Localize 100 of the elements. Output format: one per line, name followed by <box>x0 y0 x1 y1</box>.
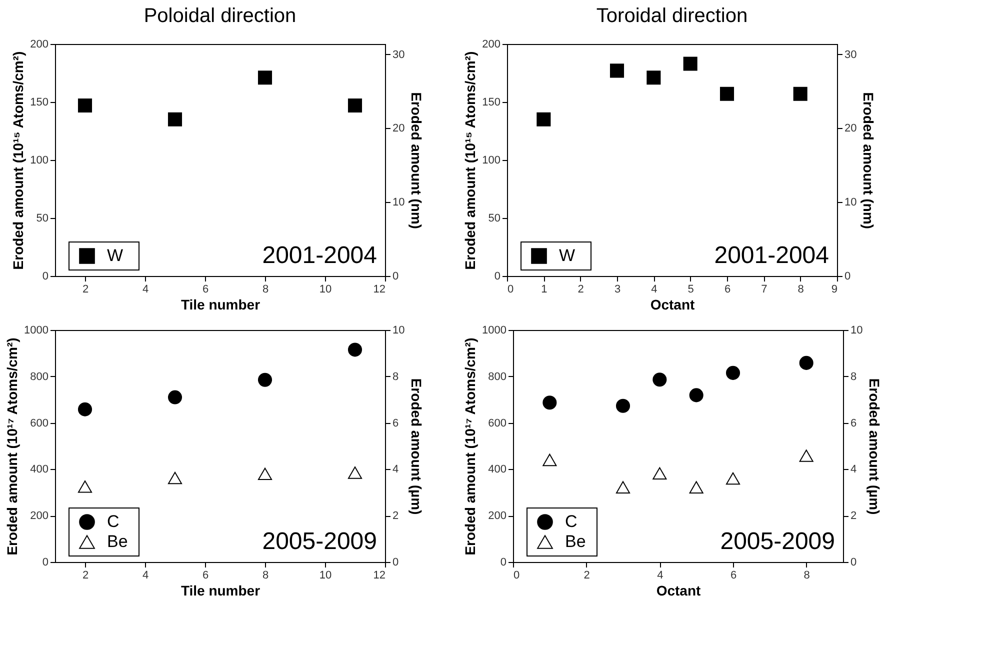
point <box>348 342 362 357</box>
x-tick-label: 1 <box>541 284 548 296</box>
point <box>542 454 557 466</box>
y2-tick-label: 10 <box>392 196 405 209</box>
x-tick-label: 4 <box>657 570 664 582</box>
y-tick-label: 0 <box>500 556 506 568</box>
x-tick-label: 7 <box>761 284 768 296</box>
legend-label: C <box>107 512 120 531</box>
x-tick-label: 4 <box>142 570 149 582</box>
y2-tick-label: 10 <box>392 324 405 336</box>
x-tick-label: 8 <box>262 284 269 296</box>
y2-tick-label: 0 <box>850 556 857 568</box>
y-axis-title: Eroded amount (10¹⁷ Atoms/cm²) <box>462 338 478 556</box>
chart-title: Poloidal direction <box>144 5 296 27</box>
x-tick-label: 12 <box>373 284 386 296</box>
annotation: 2001-2004 <box>714 242 829 269</box>
y2-tick-label: 6 <box>850 417 857 430</box>
y-tick-label: 200 <box>482 38 500 50</box>
point <box>652 372 667 387</box>
point <box>542 396 557 410</box>
y-tick-label: 800 <box>30 370 48 383</box>
y-tick-label: 0 <box>42 556 48 568</box>
legend-label: W <box>559 246 576 265</box>
x-tick-label: 8 <box>262 570 269 582</box>
y2-tick-label: 8 <box>850 370 857 383</box>
point <box>726 366 740 380</box>
y2-tick-label: 2 <box>850 510 857 522</box>
y2-tick-label: 0 <box>844 270 851 282</box>
x-tick-label: 4 <box>142 284 149 296</box>
x-tick-label: 6 <box>730 570 737 582</box>
point <box>689 388 704 402</box>
y-tick-label: 200 <box>30 510 48 522</box>
x-axis-title: Octant <box>650 296 696 312</box>
x-tick-label: 10 <box>319 570 332 582</box>
y2-tick-label: 20 <box>844 122 857 135</box>
y-tick-label: 150 <box>482 96 500 108</box>
point <box>646 70 661 85</box>
x-tick-label: 2 <box>82 570 89 582</box>
x-tick-label: 12 <box>373 570 386 582</box>
point <box>258 70 272 85</box>
point <box>683 56 698 71</box>
point <box>258 468 272 480</box>
y2-axis-title: Eroded amount (nm) <box>408 92 425 229</box>
y-tick-label: 100 <box>482 154 500 166</box>
legend-label: Be <box>107 532 128 551</box>
point <box>652 467 667 480</box>
y2-tick-label: 6 <box>392 417 399 430</box>
y2-tick-label: 4 <box>392 464 399 476</box>
point <box>168 112 182 126</box>
y2-tick-label: 0 <box>392 270 399 282</box>
point <box>610 64 624 78</box>
y-tick-label: 0 <box>42 270 48 282</box>
x-tick-label: 0 <box>508 284 514 296</box>
point <box>348 98 362 112</box>
point <box>78 402 92 416</box>
y-tick-label: 50 <box>488 212 500 224</box>
y-tick-label: 200 <box>488 510 506 522</box>
point <box>720 86 734 101</box>
point <box>78 480 92 493</box>
x-tick-label: 9 <box>831 284 838 296</box>
point <box>799 450 814 462</box>
point <box>799 356 814 370</box>
point <box>258 372 272 387</box>
x-tick-label: 8 <box>798 284 804 296</box>
point <box>168 472 182 484</box>
y2-tick-label: 2 <box>392 510 399 522</box>
y-tick-label: 400 <box>488 464 506 476</box>
x-tick-label: 4 <box>651 284 658 296</box>
point <box>793 86 808 101</box>
y2-tick-label: 30 <box>844 48 857 61</box>
y2-tick-label: 30 <box>392 48 405 61</box>
chart-title: Toroidal direction <box>596 5 748 27</box>
y2-axis-title: Eroded amount (µm) <box>866 378 883 515</box>
x-tick-label: 6 <box>202 570 209 582</box>
x-axis-title: Octant <box>656 582 702 598</box>
x-tick-label: 0 <box>514 570 520 582</box>
y2-tick-label: 20 <box>392 122 405 135</box>
x-tick-label: 2 <box>584 570 590 582</box>
y2-axis-title: Eroded amount (nm) <box>860 92 877 229</box>
point <box>536 112 551 126</box>
y-tick-label: 0 <box>494 270 500 282</box>
annotation: 2001-2004 <box>262 242 377 269</box>
x-tick-label: 2 <box>578 284 584 296</box>
y-tick-label: 1000 <box>482 324 506 336</box>
y-axis-title: Eroded amount (10¹⁵ Atoms/cm²) <box>462 51 478 270</box>
y-tick-label: 800 <box>488 370 506 383</box>
y2-tick-label: 4 <box>850 464 857 476</box>
legend-label: Be <box>565 532 586 551</box>
point <box>616 481 630 494</box>
x-tick-label: 5 <box>688 284 694 296</box>
legend-label: C <box>565 512 578 531</box>
x-tick-label: 8 <box>804 570 810 582</box>
point <box>348 466 362 479</box>
x-tick-label: 2 <box>82 284 89 296</box>
y2-tick-label: 10 <box>844 196 857 209</box>
point <box>689 481 704 494</box>
annotation: 2005-2009 <box>262 528 377 555</box>
y-axis-title: Eroded amount (10¹⁵ Atoms/cm²) <box>10 51 26 270</box>
y-tick-label: 1000 <box>24 324 48 336</box>
y-tick-label: 400 <box>30 464 48 476</box>
